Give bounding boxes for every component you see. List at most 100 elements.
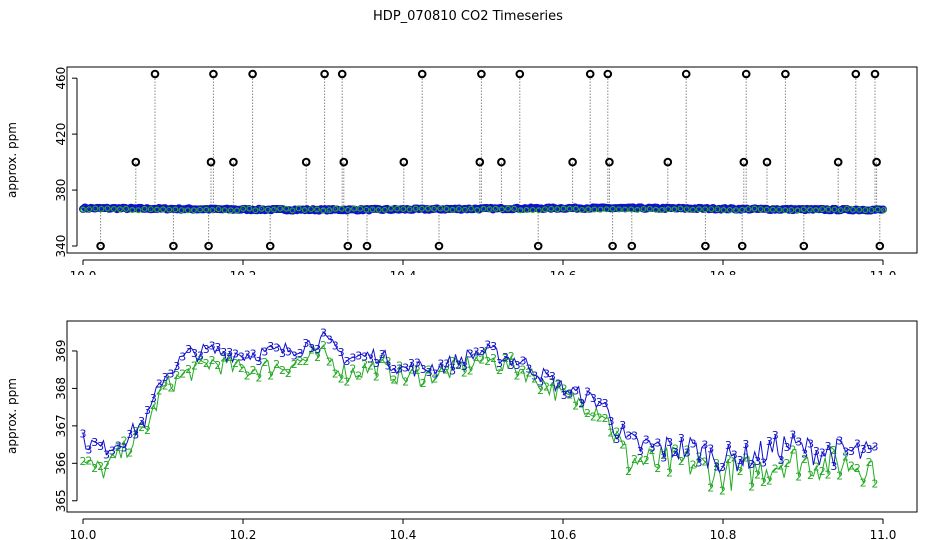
baseline-point: [258, 205, 265, 212]
series-marker-2: 2: [701, 455, 708, 468]
baseline-point: [234, 207, 241, 214]
series-marker-3: 3: [261, 346, 268, 359]
series-marker-2: 2: [402, 376, 409, 389]
series-marker-2: 2: [778, 460, 785, 473]
baseline-point: [591, 206, 598, 213]
series-marker-2: 2: [291, 358, 298, 371]
series-marker-2: 2: [608, 426, 615, 439]
series-marker-3: 3: [226, 346, 233, 359]
baseline-point: [203, 206, 210, 213]
baseline-point: [486, 206, 493, 213]
series-marker-3: 3: [344, 355, 351, 368]
baseline-point: [825, 206, 832, 213]
series-marker-2: 2: [537, 384, 544, 397]
series-marker-3: 3: [760, 457, 767, 470]
series-marker-2: 2: [426, 364, 433, 377]
baseline-point: [320, 207, 327, 214]
spike-point: [833, 157, 843, 167]
baseline-point: [135, 207, 142, 214]
series-marker-3: 3: [742, 438, 749, 451]
series-marker-3: 3: [426, 366, 433, 379]
y-axis-label: approx. ppm: [5, 122, 19, 198]
x-tick-label: 10.0: [70, 269, 97, 275]
baseline-point: [455, 205, 462, 212]
series-marker-2: 2: [173, 369, 180, 382]
series-marker-3: 3: [731, 449, 738, 462]
baseline-point: [418, 205, 425, 212]
x-tick-label: 11.0: [870, 528, 897, 540]
series-marker-3: 3: [772, 429, 779, 442]
baseline-point: [197, 206, 204, 213]
series-marker-3: 3: [279, 347, 286, 360]
baseline-point: [541, 206, 548, 213]
series-marker-3: 3: [690, 437, 697, 450]
baseline-point: [511, 205, 518, 212]
series-marker-2: 2: [197, 354, 204, 367]
baseline-point: [338, 205, 345, 212]
series-marker-3: 3: [455, 358, 462, 371]
series-marker-3: 3: [866, 443, 873, 456]
series-marker-2: 2: [244, 370, 251, 383]
y-tick-label: 340: [54, 235, 68, 258]
baseline-point: [431, 205, 438, 212]
baseline-point: [523, 206, 530, 213]
spike-point: [169, 241, 178, 251]
series-marker-2: 2: [80, 455, 87, 468]
series-marker-3: 3: [185, 343, 192, 356]
x-tick-label: 10.2: [230, 528, 257, 540]
series-marker-2: 2: [214, 359, 221, 372]
series-marker-3: 3: [85, 444, 92, 457]
series-marker-3: 3: [725, 439, 732, 452]
baseline-point: [240, 205, 247, 212]
spike-series: [79, 69, 887, 251]
series-marker-3: 3: [619, 419, 626, 432]
series-marker-3: 3: [860, 443, 867, 456]
series-marker-3: 3: [813, 445, 820, 458]
baseline-point: [227, 207, 234, 214]
series-marker-3: 3: [80, 427, 87, 440]
baseline-point: [110, 205, 117, 212]
baseline-point: [129, 207, 136, 214]
baseline-point: [831, 206, 838, 213]
series-marker-3: 3: [566, 387, 573, 400]
spike-point: [799, 241, 809, 251]
series-marker-2: 2: [502, 352, 509, 365]
series-marker-2: 2: [461, 366, 468, 379]
baseline-point: [215, 206, 222, 213]
series-marker-3: 3: [244, 348, 251, 361]
series-marker-3: 3: [326, 333, 333, 346]
baseline-point: [652, 206, 659, 213]
series-marker-3: 3: [707, 443, 714, 456]
series-marker-3: 3: [168, 367, 175, 380]
baseline-point: [548, 205, 555, 212]
series-marker-3: 3: [97, 440, 104, 453]
series-marker-2: 2: [355, 369, 362, 382]
baseline-point: [634, 206, 641, 213]
series-marker-2: 2: [238, 362, 245, 375]
axes: 10.0 10.2 10.4 10.6 10.8 11.0 340 380 420 460: [54, 67, 896, 275]
baseline-point: [695, 206, 702, 213]
ppm-overview-chart: approx. ppm 10.0 10.2 10.4 10.6 10.8 11.0 340 3…: [5, 66, 918, 275]
series-marker-2: 2: [191, 360, 198, 373]
spike-point: [399, 157, 409, 167]
series-marker-3: 3: [367, 352, 374, 365]
series-marker-3: 3: [320, 326, 327, 339]
baseline-point: [92, 205, 99, 212]
series-marker-3: 3: [666, 436, 673, 449]
series-marker-3: 3: [179, 350, 186, 363]
series-marker-2: 2: [490, 352, 497, 365]
baseline-point: [344, 206, 351, 213]
series-marker-2: 2: [613, 425, 620, 438]
series-marker-2: 2: [666, 466, 673, 479]
series-marker-2: 2: [279, 364, 286, 377]
series-marker-2: 2: [332, 367, 339, 380]
series-marker-2: 2: [484, 355, 491, 368]
series-marker-3: 3: [543, 368, 550, 381]
baseline-point: [474, 207, 481, 214]
baseline-point: [862, 207, 869, 214]
series-marker-3: 3: [314, 343, 321, 356]
series-marker-2: 2: [390, 373, 397, 386]
x-tick-label: 10.4: [390, 528, 417, 540]
series-marker-2: 2: [168, 381, 175, 394]
baseline-point: [283, 205, 290, 212]
